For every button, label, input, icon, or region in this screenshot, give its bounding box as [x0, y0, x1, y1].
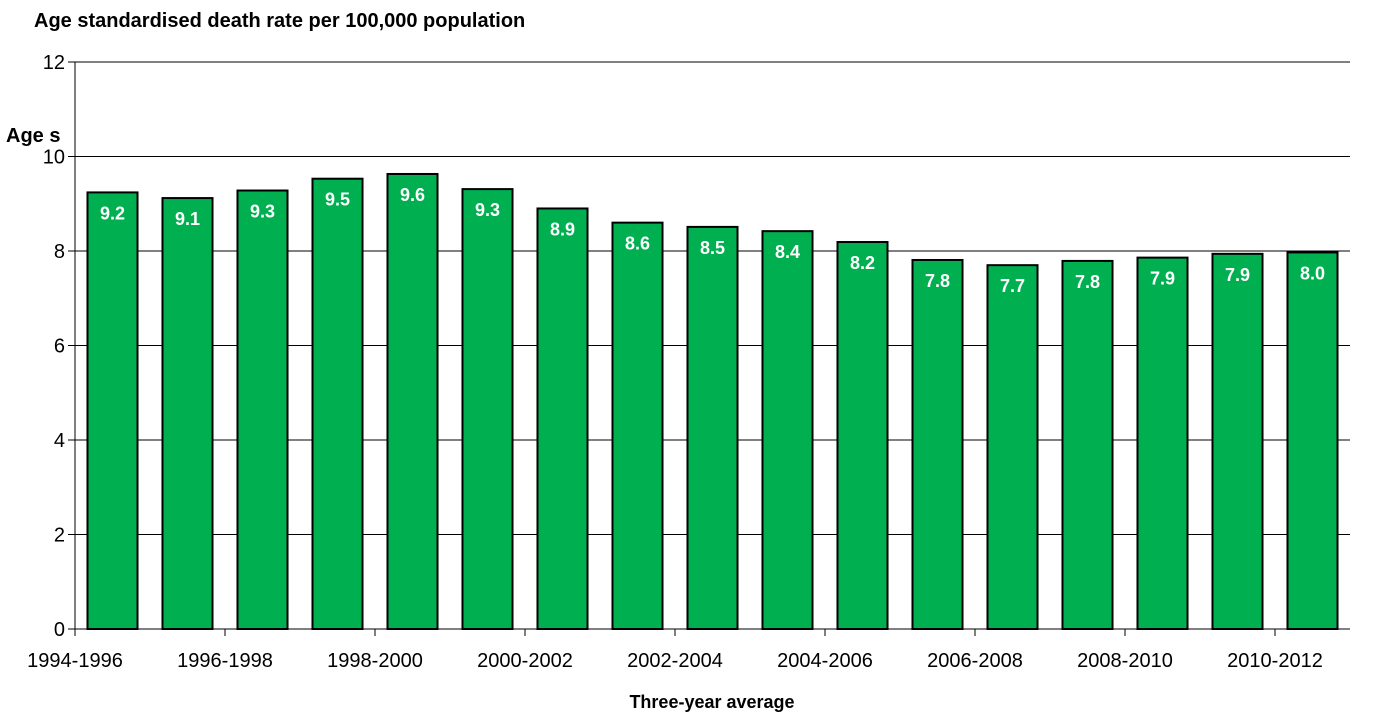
bar [1136, 256, 1189, 630]
data-label: 7.8 [1075, 272, 1100, 292]
bar [386, 172, 439, 630]
x-tick-labels: 1994-1996 1996-1998 1998-2000 2000-2002 2002… [27, 650, 1323, 672]
bar [986, 264, 1039, 630]
data-label: 8.9 [550, 219, 575, 239]
bar [236, 189, 289, 631]
data-label: 7.9 [1225, 265, 1250, 285]
data-label: 9.1 [175, 209, 200, 229]
bar [86, 191, 139, 630]
bar [836, 241, 889, 631]
x-tick-label: 1996-1998 [177, 650, 273, 672]
y-tick-label: 6 [54, 336, 65, 358]
x-tick-label: 2008-2010 [1077, 650, 1173, 672]
y-tick-label: 12 [43, 52, 65, 74]
y-axis-label: Age s [6, 125, 61, 147]
bar [911, 258, 964, 630]
y-tick-label: 0 [54, 619, 65, 641]
x-tick-label: 2002-2004 [627, 650, 723, 672]
x-tick-label: 2010-2012 [1227, 650, 1323, 672]
bar [461, 188, 514, 630]
y-tick-label: 2 [54, 525, 65, 547]
bar-chart: 9.2 9.1 9.3 9.5 9.6 9.3 8.9 8.6 8.5 8.4 8.2 7.8 7.7 7… [27, 52, 1350, 672]
bar [611, 221, 664, 630]
axes [68, 61, 1350, 636]
bar [1286, 251, 1339, 630]
bar [761, 230, 814, 630]
x-tick-label: 1994-1996 [27, 650, 123, 672]
y-tick-labels: 0 2 4 6 8 10 12 [43, 52, 65, 641]
x-tick-label: 2006-2008 [927, 650, 1023, 672]
bar [686, 225, 739, 630]
bar [536, 207, 589, 630]
chart-title: Age standardised death rate per 100,000 … [34, 10, 526, 32]
bar [311, 177, 364, 631]
y-tick-label: 4 [54, 430, 65, 452]
data-label: 9.5 [325, 190, 350, 210]
x-tick-label: 2004-2006 [777, 650, 873, 672]
data-label: 7.7 [1000, 276, 1025, 296]
data-labels: 9.2 9.1 9.3 9.5 9.6 9.3 8.9 8.6 8.5 8.4 8.2 7.8 7.7 7… [100, 185, 1325, 296]
y-tick-label: 8 [54, 241, 65, 263]
bars [86, 172, 1339, 631]
data-label: 9.3 [475, 200, 500, 220]
y-tick-label: 10 [43, 147, 65, 169]
x-axis-label: Three-year average [629, 692, 795, 712]
data-label: 8.5 [700, 238, 725, 258]
data-label: 8.6 [625, 234, 650, 254]
data-label: 8.4 [775, 242, 800, 262]
x-tick-label: 1998-2000 [327, 650, 423, 672]
data-label: 8.2 [850, 253, 875, 273]
bar [1211, 252, 1264, 631]
data-label: 7.8 [925, 271, 950, 291]
data-label: 9.3 [250, 202, 275, 222]
x-tick-label: 2000-2002 [477, 650, 573, 672]
bar [161, 197, 214, 631]
data-label: 9.6 [400, 185, 425, 205]
data-label: 8.0 [1300, 263, 1325, 283]
data-label: 7.9 [1150, 269, 1175, 289]
bar [1061, 259, 1114, 630]
data-label: 9.2 [100, 203, 125, 223]
